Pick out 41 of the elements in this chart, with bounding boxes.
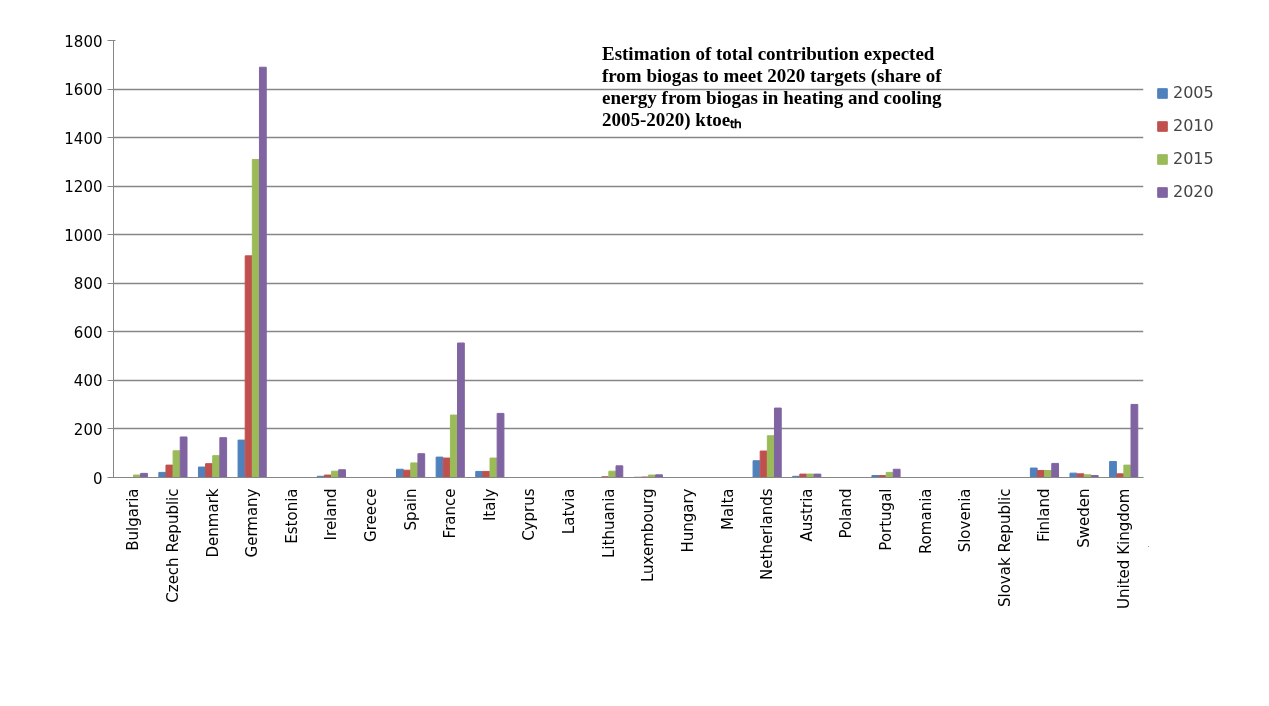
x-tick-label: Portugal [877, 488, 895, 551]
x-tick-label: Hungary [678, 488, 697, 553]
x-tick-label: Luxembourg [639, 488, 658, 582]
x-tick-label: Finland [1035, 488, 1054, 543]
x-tick-label: Slovenia [956, 488, 975, 553]
x-tick-label: Latvia [560, 488, 579, 535]
x-tick-label: United Kingdom [1114, 488, 1133, 609]
x-tick-label: Germany [243, 488, 262, 558]
x-tick-label: Cyprus [520, 488, 539, 541]
y-tick-label: 1200 [64, 178, 103, 197]
y-tick-label: 600 [73, 323, 103, 342]
x-tick-label: Greece [362, 488, 380, 542]
y-tick-label: 1400 [64, 129, 103, 148]
x-tick-label: Bulgaria [124, 488, 143, 551]
legend-label: 2015 [1173, 149, 1214, 168]
y-tick-label: 200 [73, 420, 103, 439]
x-tick-label: Sweden [1075, 488, 1094, 548]
x-tick-label: Slovak Republic [995, 488, 1014, 607]
legend-label: 2010 [1173, 116, 1214, 135]
x-tick-label: Austria [797, 488, 816, 542]
x-tick-label: France [441, 488, 460, 539]
y-tick-label: 1000 [64, 226, 103, 245]
y-tick-label: 800 [73, 275, 103, 294]
x-tick-label: Ireland [322, 488, 341, 541]
legend-label: 2005 [1173, 83, 1214, 102]
x-tick-label: Romania [916, 488, 935, 555]
x-tick-label: Malta [718, 488, 737, 530]
x-tick-label: Italy [480, 488, 499, 522]
x-tick-label: Lithuania [599, 488, 618, 558]
x-tick-label: Czech Republic [163, 488, 182, 603]
y-tick-label: 1600 [64, 81, 103, 100]
x-tick-label: Denmark [203, 488, 222, 558]
x-tick-label: Netherlands [758, 488, 777, 580]
y-tick-label: 0 [92, 469, 103, 488]
legend-label: 2020 [1173, 182, 1214, 201]
y-tick-label: 1800 [64, 32, 103, 51]
x-tick-label: Poland [837, 488, 856, 539]
x-tick-label: Estonia [282, 488, 301, 544]
text: Estimation of total contribution expected from biogas to meet 2020 targets (share of energy from biogas in heating and cooling 2005-2020) ktoeₜₕ [601, 42, 943, 131]
y-tick-label: 400 [73, 372, 103, 391]
x-tick-label: Spain [401, 488, 420, 531]
